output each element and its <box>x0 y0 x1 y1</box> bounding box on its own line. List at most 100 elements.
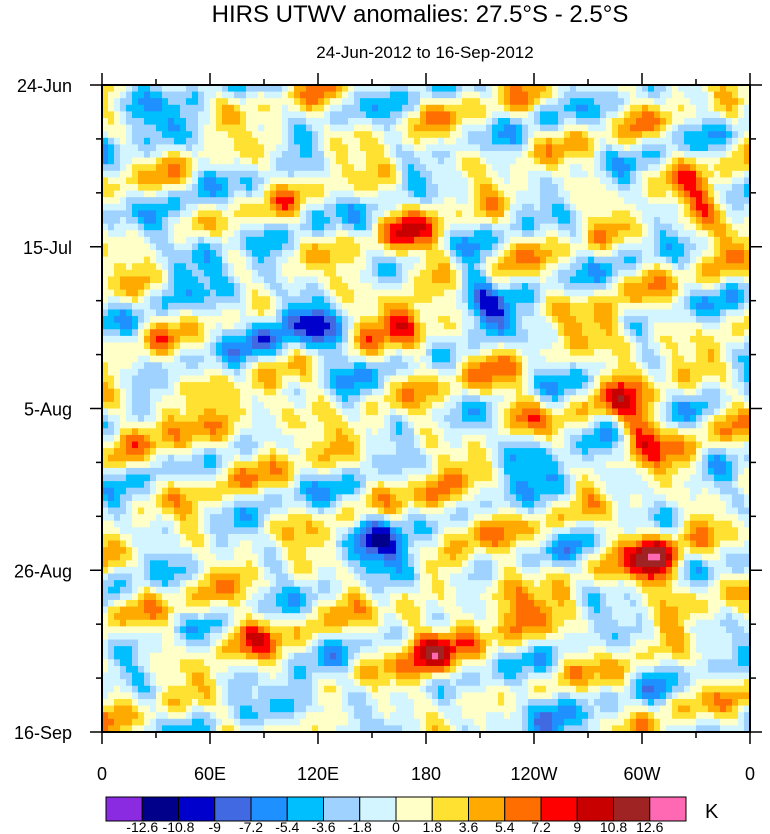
heatmap-cell <box>108 118 115 126</box>
heatmap-cell <box>726 362 733 370</box>
heatmap-cell <box>318 256 325 264</box>
heatmap-cell <box>684 243 691 251</box>
heatmap-cell <box>600 210 607 218</box>
heatmap-cell <box>636 322 643 330</box>
heatmap-cell <box>606 85 613 93</box>
heatmap-cell <box>678 256 685 264</box>
heatmap-cell <box>270 111 277 119</box>
heatmap-cell <box>444 250 451 258</box>
heatmap-cell <box>498 316 505 324</box>
heatmap-cell <box>498 368 505 377</box>
heatmap-cell <box>390 349 397 357</box>
heatmap-cell <box>636 236 643 245</box>
heatmap-cell <box>288 289 295 297</box>
heatmap-cell <box>510 118 517 126</box>
heatmap-cell <box>564 342 571 350</box>
heatmap-cell <box>474 316 481 324</box>
heatmap-cell <box>474 289 481 297</box>
heatmap-cell <box>144 164 151 172</box>
heatmap-cell <box>606 157 613 165</box>
heatmap-cell <box>660 230 667 238</box>
heatmap-cell <box>504 283 511 291</box>
heatmap-cell <box>462 302 469 311</box>
heatmap-cell <box>450 131 457 139</box>
heatmap-cell <box>216 157 223 165</box>
heatmap-cell <box>516 190 523 198</box>
heatmap-cell <box>306 309 313 317</box>
heatmap-cell <box>564 197 571 205</box>
heatmap-cell <box>426 322 433 330</box>
heatmap-cell <box>138 355 145 363</box>
heatmap-cell <box>582 157 589 165</box>
heatmap-cell <box>432 342 439 350</box>
heatmap-cell <box>408 335 415 344</box>
heatmap-cell <box>522 137 529 146</box>
heatmap-cell <box>684 131 691 139</box>
heatmap-cell <box>306 349 313 357</box>
heatmap-cell <box>612 362 619 370</box>
heatmap-cell <box>474 184 481 192</box>
heatmap-cell <box>312 98 319 106</box>
heatmap-cell <box>618 283 625 291</box>
heatmap-cell <box>468 91 475 99</box>
heatmap-cell <box>696 151 703 159</box>
heatmap-cell <box>432 230 439 238</box>
heatmap-cell <box>186 276 193 284</box>
heatmap-cell <box>714 322 721 330</box>
heatmap-cell <box>600 124 607 132</box>
heatmap-cell <box>492 243 499 251</box>
heatmap-cell <box>414 362 421 370</box>
heatmap-cell <box>474 375 481 383</box>
heatmap-cell <box>654 322 661 330</box>
heatmap-cell <box>672 289 679 297</box>
heatmap-cell <box>612 217 619 225</box>
heatmap-cell <box>186 329 193 337</box>
heatmap-cell <box>114 276 121 284</box>
heatmap-cell <box>222 322 229 330</box>
heatmap-cell <box>414 137 421 146</box>
heatmap-cell <box>552 197 559 205</box>
heatmap-cell <box>150 316 157 324</box>
heatmap-cell <box>228 111 235 119</box>
heatmap-cell <box>198 124 205 132</box>
heatmap-cell <box>468 137 475 146</box>
heatmap-cell <box>288 137 295 146</box>
heatmap-cell <box>696 236 703 245</box>
heatmap-cell <box>534 283 541 291</box>
chart-subtitle: 24-Jun-2012 to 16-Sep-2012 <box>316 43 533 62</box>
heatmap-cell <box>522 223 529 231</box>
heatmap-cell <box>366 269 373 278</box>
heatmap-cell <box>102 388 109 396</box>
heatmap-cell <box>282 269 289 278</box>
heatmap-cell <box>456 236 463 245</box>
heatmap-cell <box>396 223 403 231</box>
heatmap-cell <box>330 144 337 152</box>
heatmap-cell <box>666 349 673 357</box>
heatmap-cell <box>264 250 271 258</box>
heatmap-cell <box>132 170 139 179</box>
heatmap-cell <box>222 263 229 271</box>
heatmap-cell <box>696 157 703 165</box>
heatmap-cell <box>348 85 355 93</box>
heatmap-cell <box>624 349 631 357</box>
heatmap-cell <box>522 289 529 297</box>
heatmap-cell <box>486 263 493 271</box>
heatmap-cell <box>276 151 283 159</box>
heatmap-cell <box>738 104 745 113</box>
heatmap-cell <box>570 302 577 311</box>
heatmap-cell <box>540 210 547 218</box>
heatmap-cell <box>162 217 169 225</box>
heatmap-cell <box>420 349 427 357</box>
heatmap-cell <box>684 375 691 383</box>
heatmap-cell <box>264 355 271 363</box>
heatmap-cell <box>240 368 247 377</box>
heatmap-cell <box>390 177 397 185</box>
heatmap-cell <box>612 263 619 271</box>
heatmap-cell <box>690 177 697 185</box>
heatmap-cell <box>396 184 403 192</box>
heatmap-cell <box>240 296 247 304</box>
heatmap-cell <box>354 190 361 198</box>
heatmap-cell <box>480 98 487 106</box>
heatmap-cell <box>510 335 517 344</box>
